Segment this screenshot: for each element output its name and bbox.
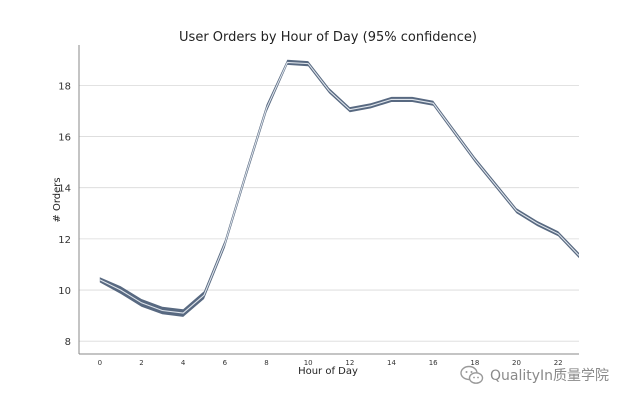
y-axis-label: # Orders: [52, 177, 63, 222]
x-tick-label: 12: [345, 359, 354, 367]
watermark: QualityIn质量学院: [460, 364, 609, 386]
confidence-band: [99, 59, 580, 317]
x-axis-label: Hour of Day: [298, 366, 358, 377]
x-tick-label: 16: [429, 359, 438, 367]
x-tick-label: 10: [304, 359, 313, 367]
y-tick-label: 16: [58, 133, 71, 144]
x-tick-label: 18: [470, 359, 479, 367]
x-tick-label: 4: [181, 359, 186, 367]
chart-title: User Orders by Hour of Day (95% confiden…: [179, 30, 477, 45]
y-tick-label: 12: [58, 235, 71, 246]
series-line: [99, 61, 580, 314]
x-tick-labels: 0 2 4 6 8 10 12 14 16 18 20 22: [98, 359, 563, 367]
x-tick-label: 14: [387, 359, 396, 367]
x-tick-label: 6: [223, 359, 228, 367]
y-tick-labels: 8 10 12 14 16 18: [58, 81, 71, 348]
axes: [78, 45, 579, 355]
y-tick-label: 10: [58, 286, 71, 297]
x-tick-label: 0: [98, 359, 102, 367]
confidence-band-area: [99, 59, 580, 317]
x-tick-label: 8: [264, 359, 268, 367]
watermark-text: QualityIn质量学院: [490, 368, 610, 384]
x-tick-label: 22: [554, 359, 563, 367]
x-tick-label: 20: [512, 359, 521, 367]
y-tick-label: 8: [65, 337, 71, 348]
wechat-icon: [460, 365, 484, 384]
y-tick-label: 18: [58, 81, 71, 92]
y-tick-label: 14: [58, 184, 71, 195]
mean-line: [99, 61, 580, 314]
x-tick-label: 2: [139, 359, 143, 367]
gridlines: [79, 84, 579, 342]
